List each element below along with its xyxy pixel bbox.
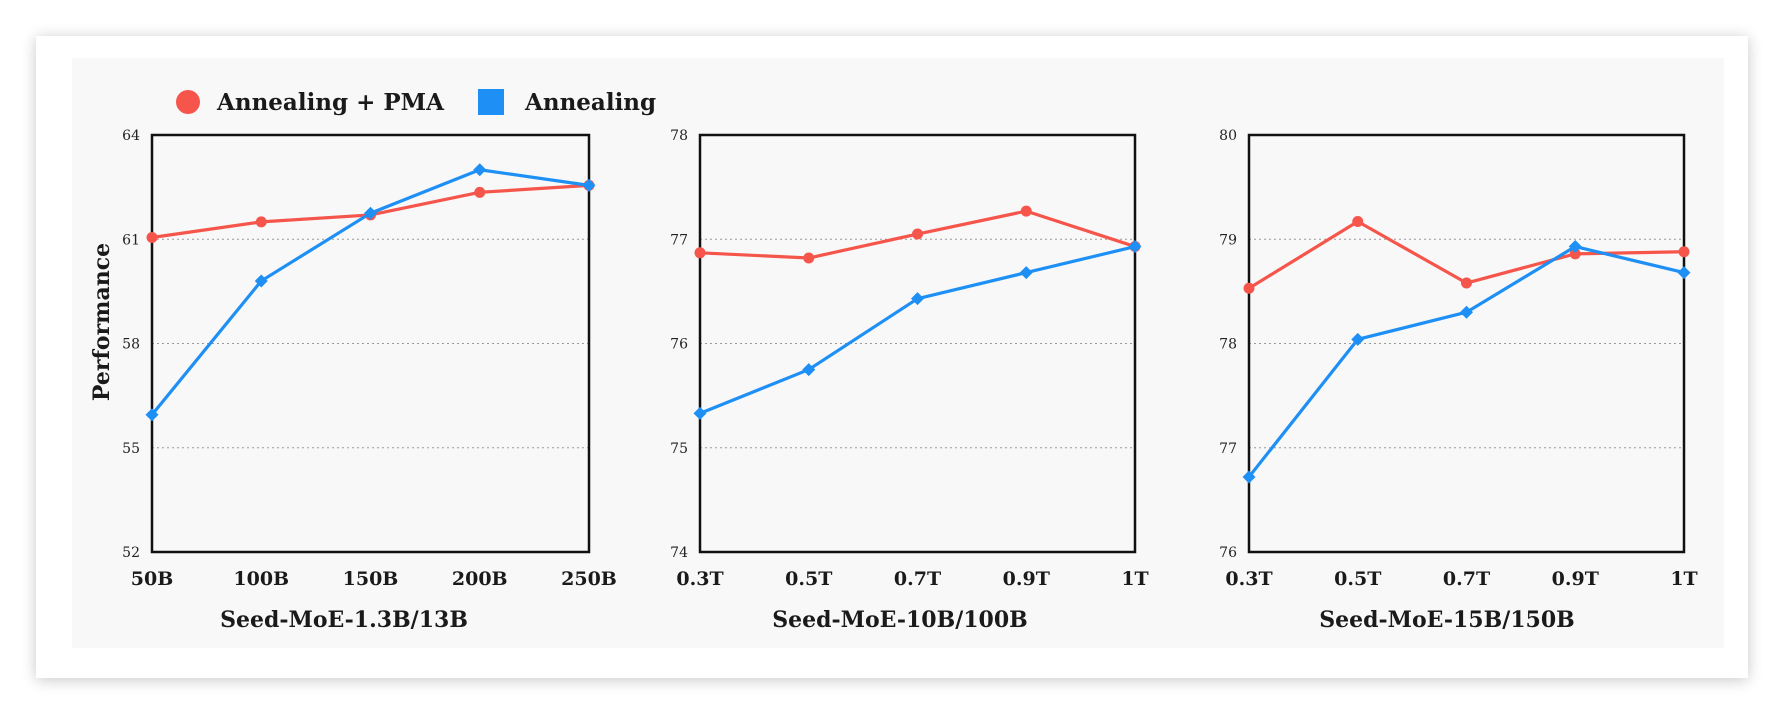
x-tick-label: 50B xyxy=(131,568,174,590)
data-point-annealing-pma xyxy=(1678,246,1690,258)
plot-2: 74 75 76 77 78 0.3T 0.5T 0.7T 0.9T 1T xyxy=(670,128,1149,590)
data-point-annealing xyxy=(145,408,159,422)
y-tick-label: 61 xyxy=(122,232,140,248)
y-tick-label: 55 xyxy=(122,441,140,457)
axes-frame xyxy=(150,133,591,554)
axes-frame xyxy=(1247,133,1686,554)
x-tick-label: 150B xyxy=(343,568,399,590)
data-point-annealing-pma xyxy=(255,216,267,228)
y-tick-label: 76 xyxy=(1219,545,1237,561)
y-tick-label: 76 xyxy=(670,337,688,353)
data-point-annealing xyxy=(911,292,924,306)
x-tick-label: 0.7T xyxy=(894,568,941,590)
axes-frame xyxy=(698,133,1137,554)
data-point-annealing-pma xyxy=(803,252,815,264)
x-axis-label-3: Seed-MoE-15B/150B xyxy=(1319,607,1575,633)
plot-3: 76 77 78 79 80 0.3T 0.5T 0.7T 0.9T 1T xyxy=(1219,128,1698,590)
data-point-annealing xyxy=(364,206,377,220)
data-point-annealing xyxy=(1460,305,1473,319)
y-tick-label: 64 xyxy=(122,128,140,144)
data-point-annealing xyxy=(1568,240,1582,254)
x-tick-label: 0.5T xyxy=(1334,568,1381,590)
y-tick-label: 78 xyxy=(1219,337,1237,353)
x-axis-label-2: Seed-MoE-10B/100B xyxy=(772,607,1028,633)
x-tick-label: 0.7T xyxy=(1443,568,1490,590)
data-point-annealing-pma xyxy=(474,186,486,198)
legend-label-annealing: Annealing xyxy=(524,89,656,116)
data-point-annealing xyxy=(693,406,707,420)
x-tick-label: 0.3T xyxy=(676,568,723,590)
x-tick-label: 0.3T xyxy=(1225,568,1272,590)
legend-marker-annealing xyxy=(478,89,504,115)
x-tick-label: 1T xyxy=(1670,568,1697,590)
y-tick-label: 79 xyxy=(1219,232,1237,248)
data-point-annealing xyxy=(473,163,487,177)
y-tick-label: 77 xyxy=(1219,441,1237,457)
legend-label-annealing-pma: Annealing + PMA xyxy=(216,89,445,116)
data-point-annealing-pma xyxy=(146,232,158,244)
data-point-annealing-pma xyxy=(1461,277,1472,289)
legend: Annealing + PMA Annealing xyxy=(176,89,656,116)
data-point-annealing xyxy=(582,178,596,192)
data-point-annealing xyxy=(1677,266,1691,280)
data-point-annealing-pma xyxy=(1569,248,1581,260)
x-tick-label: 0.9T xyxy=(1552,568,1599,590)
y-tick-label: 74 xyxy=(670,545,688,561)
x-tick-label: 200B xyxy=(452,568,508,590)
data-point-annealing-pma xyxy=(1243,282,1255,294)
x-tick-label: 250B xyxy=(561,568,617,590)
data-point-annealing xyxy=(1351,332,1365,346)
data-point-annealing xyxy=(254,274,268,288)
y-tick-label: 80 xyxy=(1219,128,1237,144)
y-tick-label: 77 xyxy=(670,232,688,248)
x-tick-label: 0.5T xyxy=(785,568,832,590)
data-point-annealing-pma xyxy=(1020,205,1032,217)
figure-panel xyxy=(72,58,1724,648)
data-point-annealing xyxy=(1019,266,1033,280)
x-tick-label: 100B xyxy=(233,568,289,590)
data-point-annealing xyxy=(802,363,816,377)
x-tick-label: 0.9T xyxy=(1003,568,1050,590)
x-tick-label: 1T xyxy=(1121,568,1148,590)
legend-marker-annealing-pma xyxy=(176,90,200,114)
data-point-annealing-pma xyxy=(912,228,923,240)
x-axis-label-1: Seed-MoE-1.3B/13B xyxy=(220,607,468,633)
y-tick-label: 75 xyxy=(670,441,688,457)
plots: 52 55 58 61 64 50B 100B 150B 200B 250B 74 75 76 77 78 0… xyxy=(122,128,1698,590)
y-tick-label: 58 xyxy=(122,337,140,353)
data-point-annealing-pma xyxy=(694,247,706,259)
plot-1: 52 55 58 61 64 50B 100B 150B 200B 250B xyxy=(122,128,617,590)
y-axis-label: Performance xyxy=(89,243,115,401)
data-point-annealing-pma xyxy=(1352,216,1364,228)
series-line-annealing xyxy=(150,168,590,416)
y-tick-label: 52 xyxy=(122,545,140,561)
y-tick-label: 78 xyxy=(670,128,688,144)
series-line-annealing xyxy=(699,244,1136,415)
data-point-annealing xyxy=(1128,240,1142,254)
data-point-annealing xyxy=(1242,470,1256,484)
